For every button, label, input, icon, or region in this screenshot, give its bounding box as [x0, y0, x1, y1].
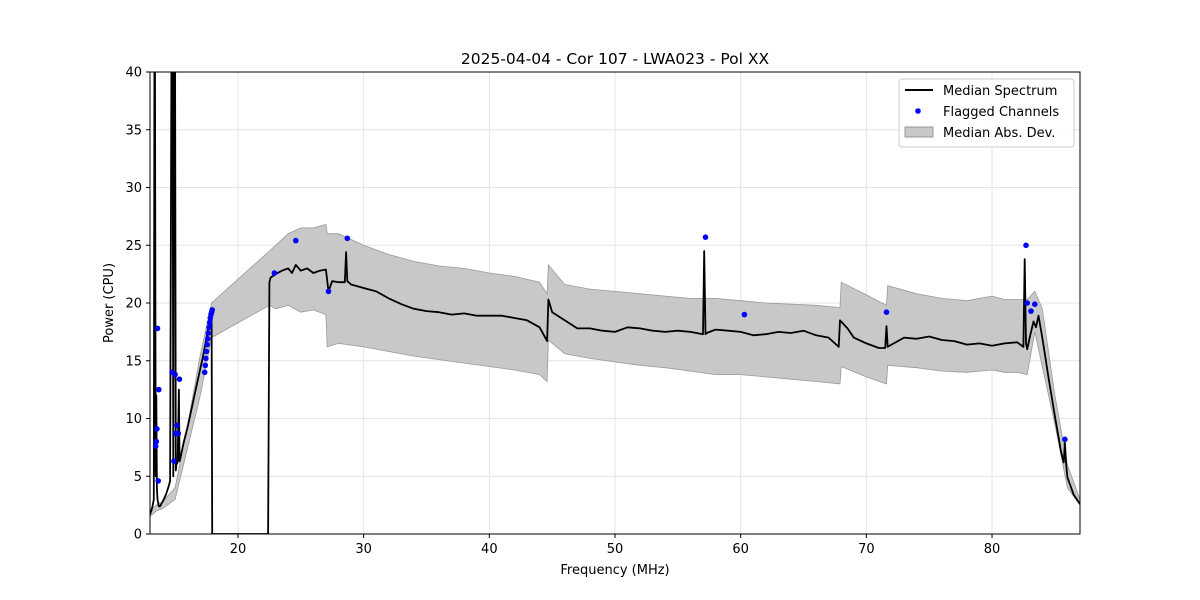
- flagged-point: [1062, 436, 1068, 443]
- legend-box: [898, 78, 1075, 148]
- flagged-point: [293, 237, 299, 244]
- median-line-layer: [150, 72, 1080, 534]
- legend-mad-swatch: [904, 126, 934, 138]
- flagged-point: [171, 458, 177, 465]
- y-tick-label: 35: [125, 123, 142, 138]
- flagged-point: [172, 371, 178, 378]
- flagged-point: [154, 426, 160, 432]
- y-tick-label: 15: [125, 354, 142, 369]
- flagged-point: [325, 288, 332, 295]
- legend-flagged-label: Flagged Channels: [943, 105, 1059, 120]
- flagged-point: [203, 355, 209, 362]
- flagged-point: [155, 478, 161, 484]
- flagged-point: [176, 376, 183, 383]
- y-tick-label: 10: [125, 412, 142, 427]
- flagged-point: [741, 311, 748, 318]
- flagged-point: [153, 438, 160, 445]
- flagged-point: [883, 309, 890, 316]
- axis-ticks: 20 30 40 50 60 70 80 0 5 10 15 20 25 30 35 40: [125, 66, 1000, 558]
- x-tick-label: 20: [230, 542, 247, 557]
- flagged-point: [201, 369, 208, 376]
- flagged-point: [152, 443, 159, 450]
- y-axis-label: Power (CPU): [102, 263, 117, 343]
- flagged-point: [344, 235, 351, 242]
- flagged-point: [205, 336, 211, 342]
- legend: Median Spectrum Flagged Channels Median …: [898, 78, 1075, 148]
- chart-title: 2025-04-04 - Cor 107 - LWA023 - Pol XX: [461, 50, 770, 68]
- flagged-point: [203, 348, 210, 355]
- flagged-point: [202, 362, 209, 369]
- y-tick-label: 20: [125, 297, 142, 312]
- y-tick-label: 25: [125, 239, 142, 254]
- median-spectrum-line: [150, 72, 1080, 534]
- flagged-point: [1023, 242, 1029, 249]
- flagged-point: [209, 307, 215, 313]
- x-tick-label: 30: [355, 542, 372, 557]
- flagged-point: [206, 324, 212, 331]
- legend-flagged-swatch: [915, 108, 921, 114]
- flagged-point: [1028, 308, 1034, 314]
- x-tick-label: 40: [481, 542, 498, 557]
- legend-median-label: Median Spectrum: [943, 84, 1057, 99]
- y-tick-label: 30: [125, 181, 142, 196]
- flagged-point: [154, 325, 161, 332]
- flagged-points-layer: [152, 234, 1068, 484]
- x-tick-label: 60: [732, 542, 749, 557]
- flagged-point: [174, 422, 180, 429]
- flagged-point: [702, 234, 709, 240]
- flagged-point: [1032, 301, 1038, 308]
- y-tick-label: 5: [134, 470, 142, 485]
- mad-band: [150, 223, 1080, 518]
- y-tick-label: 40: [125, 66, 142, 81]
- x-axis-label: Frequency (MHz): [560, 563, 669, 578]
- y-tick-label: 0: [134, 528, 142, 543]
- x-tick-label: 50: [607, 542, 624, 557]
- legend-mad-label: Median Abs. Dev.: [943, 126, 1055, 141]
- flagged-point: [204, 341, 210, 348]
- flagged-point: [1024, 300, 1030, 306]
- flagged-point: [205, 330, 212, 336]
- flagged-point: [271, 270, 278, 276]
- mad-band-layer: [150, 223, 1080, 518]
- x-tick-label: 70: [858, 542, 875, 557]
- flagged-point: [175, 430, 182, 437]
- x-tick-label: 80: [984, 542, 1001, 557]
- flagged-point: [206, 319, 213, 326]
- flagged-point: [156, 386, 162, 393]
